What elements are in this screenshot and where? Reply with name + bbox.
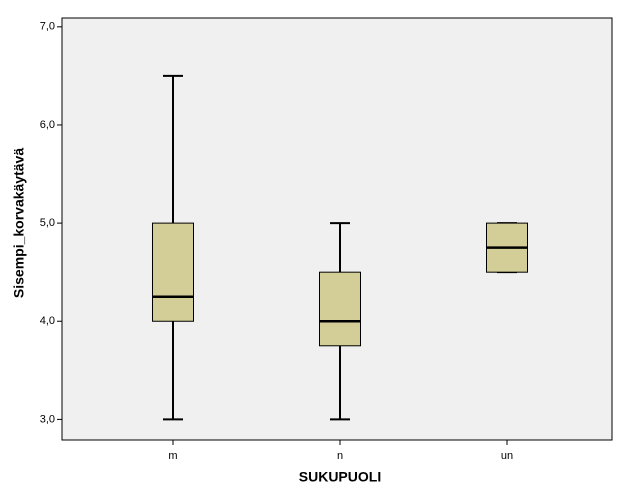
y-tick-label: 4,0 — [40, 315, 55, 327]
x-tick-label: un — [501, 450, 513, 462]
plot-area — [61, 17, 613, 441]
y-tick-label: 7,0 — [40, 21, 55, 33]
box — [152, 222, 194, 322]
box — [319, 271, 361, 347]
y-tick-label: 3,0 — [40, 413, 55, 425]
y-tick-label: 6,0 — [40, 119, 55, 131]
x-tick-label: m — [168, 450, 177, 462]
y-axis-title: Sisempi_korvakäytävä — [11, 148, 27, 298]
x-axis-title: SUKUPUOLI — [299, 469, 381, 485]
y-tick-label: 5,0 — [40, 217, 55, 229]
x-tick-label: n — [337, 450, 343, 462]
